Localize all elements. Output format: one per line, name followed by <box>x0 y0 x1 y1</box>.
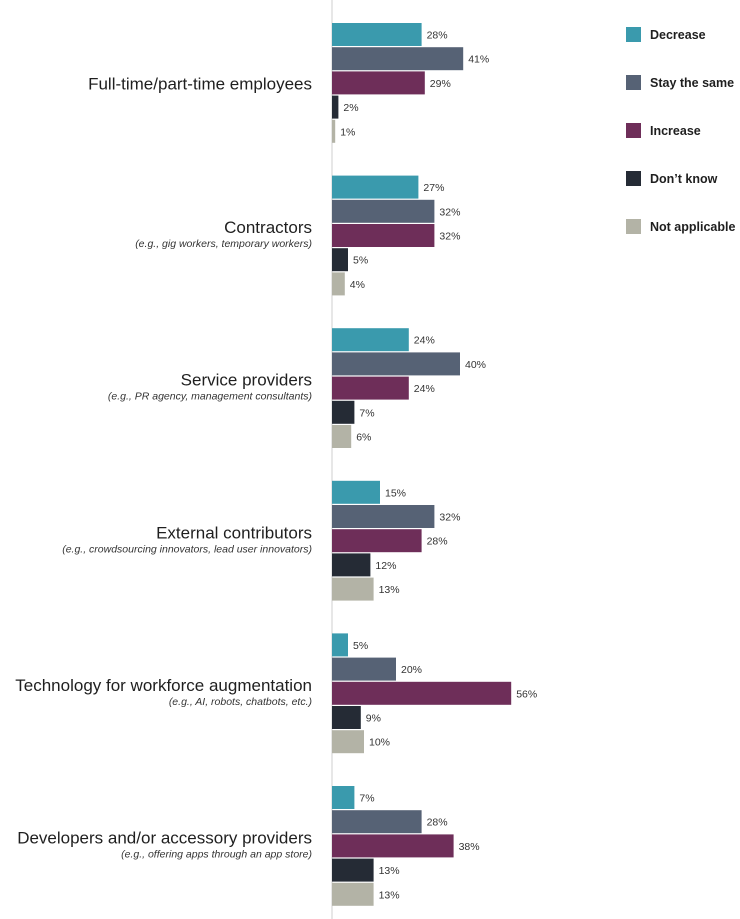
bar-decrease <box>332 786 355 809</box>
bars-layer <box>332 23 512 906</box>
legend-label: Not applicable <box>650 220 735 234</box>
bar-not-applicable <box>332 272 345 296</box>
bar-not-applicable <box>332 577 374 601</box>
data-label: 13% <box>379 584 400 596</box>
legend-label: Don’t know <box>650 172 718 186</box>
bar-don-t-know <box>332 248 348 272</box>
bar-not-applicable <box>332 425 352 448</box>
data-label: 24% <box>414 335 435 347</box>
bar-not-applicable <box>332 119 336 143</box>
category-sublabel: (e.g., gig workers, temporary workers) <box>135 238 312 250</box>
bar-don-t-know <box>332 95 339 119</box>
data-label: 5% <box>353 640 368 652</box>
category-label: Full-time/part-time employees <box>88 75 312 94</box>
data-label: 9% <box>366 713 381 725</box>
data-label: 56% <box>516 688 537 700</box>
category-sublabel: (e.g., AI, robots, chatbots, etc.) <box>169 696 312 708</box>
legend-label: Increase <box>650 124 701 138</box>
data-label: 4% <box>350 279 365 291</box>
legend: Decrease Stay the same Increase Don’t know N… <box>626 27 735 234</box>
bar-don-t-know <box>332 553 371 577</box>
data-label: 40% <box>465 359 486 371</box>
bar-decrease <box>332 328 409 352</box>
data-label: 32% <box>439 231 460 243</box>
category-label: External contributors <box>156 523 312 542</box>
bar-stay-the-same <box>332 352 460 376</box>
bar-increase <box>332 224 435 247</box>
data-label: 13% <box>379 865 400 877</box>
bar-decrease <box>332 175 419 199</box>
data-label: 5% <box>353 255 368 267</box>
bar-increase <box>332 681 512 705</box>
bar-don-t-know <box>332 400 355 424</box>
category-sublabel: (e.g., PR agency, management consultants… <box>108 391 312 403</box>
legend-swatch <box>626 27 641 42</box>
bar-not-applicable <box>332 730 364 754</box>
data-label: 6% <box>356 432 371 444</box>
bar-decrease <box>332 480 380 504</box>
category-label: Developers and/or accessory providers <box>17 829 312 848</box>
data-label: 20% <box>401 664 422 676</box>
bar-increase <box>332 376 409 400</box>
data-label: 13% <box>379 889 400 901</box>
bar-stay-the-same <box>332 505 435 528</box>
bar-increase <box>332 529 422 553</box>
legend-swatch <box>626 219 641 234</box>
data-label: 24% <box>414 383 435 395</box>
labels-layer: Full-time/part-time employees 28% 41% 29% 2%… <box>15 30 537 902</box>
category-label: Technology for workforce augmentation <box>15 676 312 695</box>
bar-don-t-know <box>332 706 361 729</box>
bar-stay-the-same <box>332 47 464 71</box>
data-label: 38% <box>459 841 480 853</box>
bar-increase <box>332 834 454 858</box>
data-label: 41% <box>468 54 489 66</box>
data-label: 28% <box>427 817 448 829</box>
legend-swatch <box>626 171 641 186</box>
category-sublabel: (e.g., crowdsourcing innovators, lead us… <box>62 543 312 555</box>
legend-swatch <box>626 123 641 138</box>
legend-swatch <box>626 75 641 90</box>
bar-not-applicable <box>332 882 374 906</box>
bar-stay-the-same <box>332 657 396 681</box>
category-sublabel: (e.g., offering apps through an app stor… <box>121 849 312 861</box>
data-label: 28% <box>427 536 448 548</box>
bar-stay-the-same <box>332 810 422 834</box>
data-label: 32% <box>439 206 460 218</box>
category-label: Contractors <box>224 218 312 237</box>
data-label: 7% <box>359 407 374 419</box>
data-label: 2% <box>343 102 358 114</box>
data-label: 29% <box>430 78 451 90</box>
data-label: 28% <box>427 30 448 42</box>
data-label: 32% <box>439 512 460 524</box>
category-label: Service providers <box>181 371 312 390</box>
data-label: 27% <box>423 182 444 194</box>
bar-stay-the-same <box>332 199 435 223</box>
legend-label: Stay the same <box>650 76 734 90</box>
bar-don-t-know <box>332 858 374 882</box>
data-label: 12% <box>375 560 396 572</box>
legend-label: Decrease <box>650 28 706 42</box>
data-label: 1% <box>340 126 355 138</box>
data-label: 10% <box>369 737 390 749</box>
bar-decrease <box>332 633 348 657</box>
bar-decrease <box>332 23 422 46</box>
data-label: 7% <box>359 793 374 805</box>
bar-increase <box>332 71 425 95</box>
data-label: 15% <box>385 487 406 499</box>
